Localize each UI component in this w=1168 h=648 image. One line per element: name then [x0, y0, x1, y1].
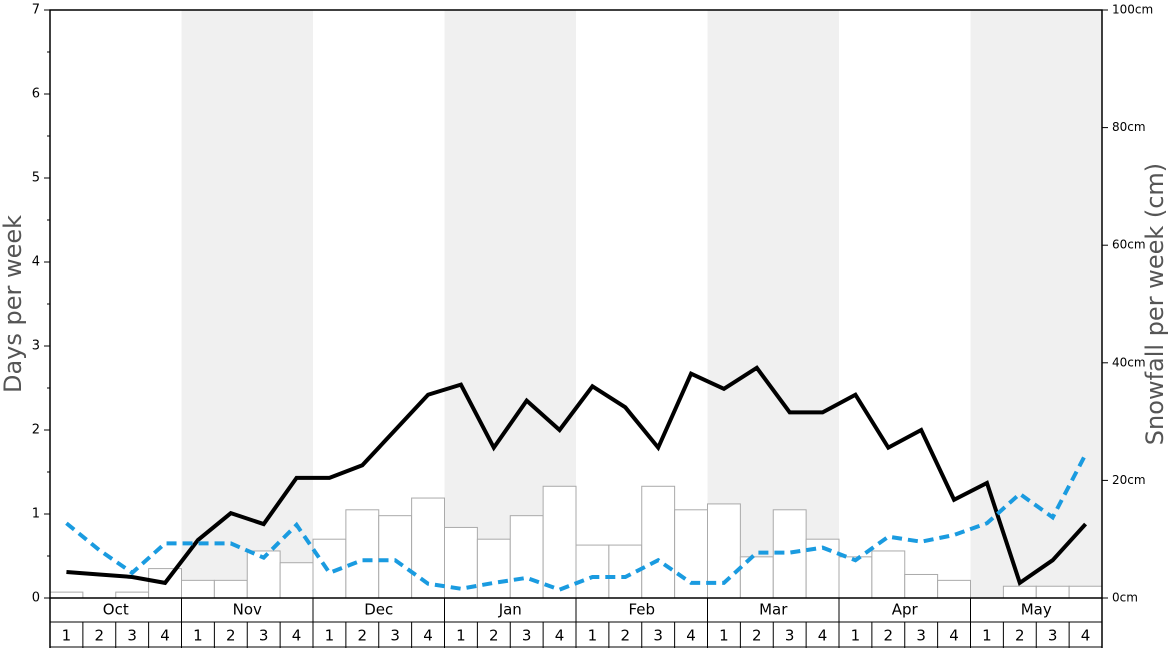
y-tick-label: 6	[32, 87, 40, 102]
week-label: 3	[259, 627, 269, 645]
week-label: 2	[489, 627, 499, 645]
snow-bar	[378, 515, 413, 599]
snow-bar	[181, 579, 215, 599]
week-label: 1	[193, 627, 203, 645]
snow-bar	[345, 509, 380, 599]
week-label: 4	[160, 627, 170, 645]
week-label: 4	[292, 627, 302, 645]
y2-tick-label: 60cm	[1112, 238, 1146, 252]
solid-line	[66, 365, 1088, 587]
week-label: 3	[522, 627, 532, 645]
snow-bar	[115, 591, 150, 599]
snow-bar	[641, 485, 676, 599]
week-label: 1	[851, 627, 861, 645]
month-label: Apr	[892, 601, 919, 619]
y2-tick-label: 80cm	[1112, 120, 1146, 134]
y2-tick-label: 100cm	[1112, 3, 1153, 17]
snow-bar	[279, 562, 314, 599]
y2-tick-label: 20cm	[1112, 473, 1146, 487]
week-label: 3	[127, 627, 137, 645]
week-label: 2	[621, 627, 631, 645]
month-shade	[970, 10, 1102, 598]
y-tick-label: 0	[32, 591, 40, 606]
snow-bar	[739, 556, 774, 599]
week-label: 4	[1081, 627, 1091, 645]
week-label: 4	[949, 627, 959, 645]
snow-bar	[904, 573, 939, 599]
week-label: 1	[719, 627, 729, 645]
y-tick-label: 2	[32, 423, 40, 438]
snow-bar	[542, 485, 577, 599]
snow-bar	[575, 544, 610, 599]
week-label: 2	[1015, 627, 1025, 645]
week-label: 2	[884, 627, 894, 645]
month-label: Jan	[498, 601, 522, 619]
week-label: 2	[752, 627, 762, 645]
snow-bar	[509, 515, 544, 599]
y-tick-label: 4	[32, 255, 40, 270]
snow-bar	[213, 579, 248, 599]
week-label: 4	[555, 627, 565, 645]
week-label: 3	[653, 627, 663, 645]
snow-bar	[871, 550, 906, 599]
snow-bar	[1002, 585, 1037, 599]
month-label: May	[1021, 601, 1052, 619]
snow-bar	[1068, 585, 1103, 599]
week-label: 2	[95, 627, 105, 645]
month-label: Mar	[759, 601, 788, 619]
week-label: 1	[456, 627, 466, 645]
y-tick-label: 7	[32, 3, 40, 18]
week-label: 4	[686, 627, 696, 645]
week-label: 1	[62, 627, 72, 645]
week-label: 4	[423, 627, 433, 645]
y-tick-label: 3	[32, 339, 40, 354]
dashed-line	[65, 453, 1088, 592]
week-label: 3	[916, 627, 926, 645]
snow-bar	[937, 579, 971, 599]
month-shade	[181, 10, 313, 598]
week-label: 3	[390, 627, 400, 645]
month-label: Dec	[364, 601, 393, 619]
week-label: 1	[325, 627, 335, 645]
y2-tick-label: 0cm	[1112, 591, 1138, 605]
month-label: Feb	[628, 601, 655, 619]
month-label: Nov	[233, 601, 262, 619]
snow-bar	[772, 509, 807, 599]
y-tick-label: 1	[32, 507, 40, 522]
y2-axis-title: Snowfall per week (cm)	[1141, 163, 1168, 445]
y2-tick-label: 40cm	[1112, 355, 1146, 369]
week-label: 2	[358, 627, 368, 645]
month-label: Oct	[103, 601, 129, 619]
week-label: 2	[226, 627, 236, 645]
snow-bar	[838, 556, 873, 599]
snow-bar	[476, 538, 511, 599]
snow-bar	[1035, 585, 1070, 599]
snow-bar	[49, 591, 84, 599]
month-shade	[707, 10, 839, 598]
week-label: 3	[1048, 627, 1058, 645]
week-label: 1	[588, 627, 598, 645]
y-axis-title: Days per week	[0, 215, 27, 393]
week-label: 3	[785, 627, 795, 645]
week-label: 4	[818, 627, 828, 645]
week-label: 1	[982, 627, 992, 645]
y-tick-label: 5	[32, 171, 40, 186]
